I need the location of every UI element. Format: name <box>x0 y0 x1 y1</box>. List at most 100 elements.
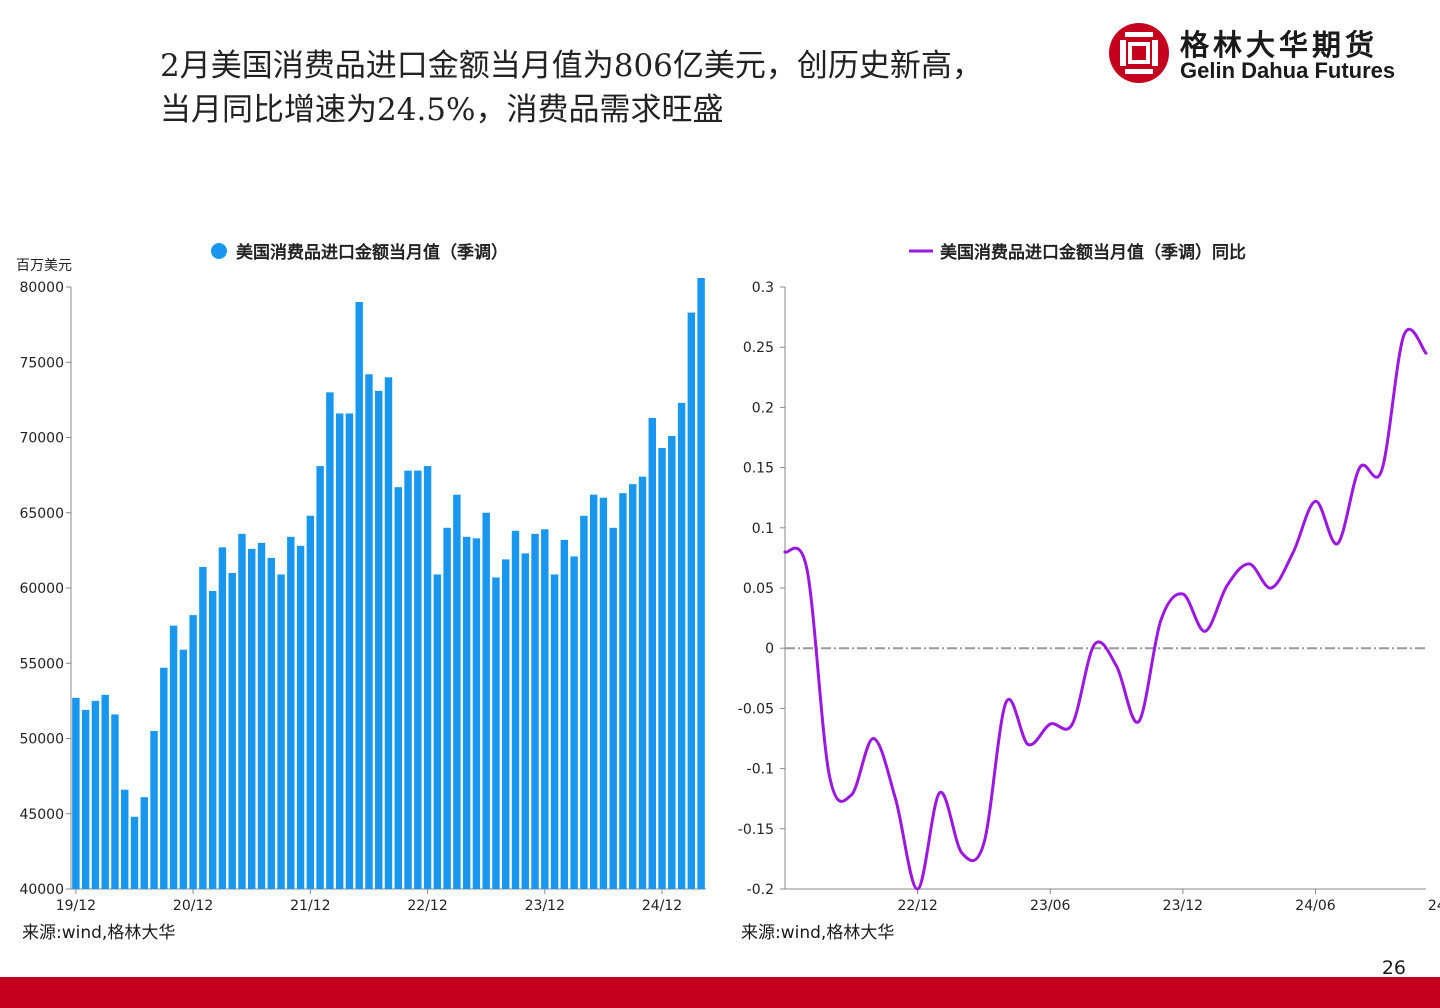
bar <box>453 494 461 889</box>
bar <box>472 538 481 889</box>
bar-x-tick-label: 21/12 <box>290 898 330 914</box>
bar-y-tick-label: 45000 <box>19 807 64 823</box>
line-y-tick-label: -0.15 <box>738 822 774 838</box>
bar <box>677 402 686 889</box>
bar <box>668 435 676 889</box>
line-y-tick-label: 0.1 <box>752 521 774 537</box>
line-y-tick-label: 0.15 <box>743 461 774 477</box>
headline-line-1: 2月美国消费品进口金额当月值为806亿美元，创历史新高， <box>160 48 983 84</box>
line-x-tick-label: 23/06 <box>1030 898 1070 914</box>
bar <box>248 548 256 889</box>
bar <box>687 312 696 890</box>
bar <box>72 697 80 889</box>
bar-chart-unit-label: 百万美元 <box>16 258 72 274</box>
bar <box>111 714 119 889</box>
bar <box>306 515 315 889</box>
line-y-tick-label: 0.05 <box>743 581 774 597</box>
bar-y-tick-label: 40000 <box>19 882 64 898</box>
line-y-tick-label: 0 <box>765 641 774 657</box>
bar <box>511 530 520 889</box>
bar <box>443 527 451 889</box>
line-y-tick-label: -0.1 <box>747 762 774 778</box>
bar <box>277 574 285 889</box>
line-y-tick-label: -0.2 <box>747 882 774 898</box>
bar <box>316 466 324 889</box>
line-x-tick-label: 22/12 <box>897 898 937 914</box>
line-y-tick-label: 0.2 <box>752 400 774 416</box>
bar-legend-label: 美国消费品进口金额当月值（季调） <box>236 242 508 263</box>
bar-y-tick-label: 55000 <box>19 656 64 672</box>
bar <box>502 559 510 889</box>
bar <box>150 730 158 889</box>
bar <box>384 377 393 889</box>
bar <box>238 533 246 889</box>
bar <box>179 649 188 889</box>
bar <box>521 553 529 889</box>
seal-icon <box>1109 23 1169 83</box>
bar-x-tick-label: 23/12 <box>525 898 565 914</box>
bar <box>462 536 471 889</box>
line-x-tick-label: 24/06 <box>1295 898 1335 914</box>
logo-name-en: Gelin Dahua Futures <box>1180 58 1396 83</box>
bar <box>267 557 275 889</box>
bar <box>599 497 608 889</box>
bar <box>394 487 402 889</box>
bar <box>130 816 139 889</box>
logo-name-cn: 格林大华期货 <box>1180 28 1379 62</box>
bar <box>81 709 90 889</box>
bar <box>619 493 627 889</box>
bar <box>550 574 559 889</box>
bar-legend-marker <box>211 243 227 259</box>
bar-x-tick-label: 22/12 <box>407 898 447 914</box>
headline: 2月美国消费品进口金额当月值为806亿美元，创历史新高， 当月同比增速为24.5… <box>160 44 1120 132</box>
bar-chart-legend: 美国消费品进口金额当月值（季调） <box>211 242 508 263</box>
line-x-tick-label: 24/12 <box>1428 898 1440 914</box>
bar-chart-source: 来源:wind,格林大华 <box>22 923 176 943</box>
bar <box>609 527 617 889</box>
bar <box>589 494 598 889</box>
bar <box>296 545 305 889</box>
bar-y-tick-label: 80000 <box>19 280 64 296</box>
bar <box>492 577 500 889</box>
bar <box>121 789 129 889</box>
bar <box>91 700 100 889</box>
bar-y-tick-label: 60000 <box>19 581 64 597</box>
line-y-tick-label: 0.25 <box>743 340 774 356</box>
bar <box>326 392 334 889</box>
line-chart-source: 来源:wind,格林大华 <box>741 923 895 943</box>
line-legend-label: 美国消费品进口金额当月值（季调）同比 <box>940 242 1246 263</box>
bar <box>648 417 656 889</box>
yoy-series-line <box>783 327 1428 891</box>
bar <box>629 484 637 889</box>
bar <box>482 512 490 889</box>
company-logo: 格林大华期货 Gelin Dahua Futures <box>1106 20 1416 90</box>
bar-y-tick-label: 50000 <box>19 732 64 748</box>
line-chart-legend: 美国消费品进口金额当月值（季调）同比 <box>909 242 1246 263</box>
bar <box>160 667 168 889</box>
line-y-tick-label: 0.3 <box>752 280 774 296</box>
bar <box>140 797 148 889</box>
bar <box>658 448 666 889</box>
bar <box>257 542 266 889</box>
bar <box>169 625 178 889</box>
bar <box>101 694 109 889</box>
bar <box>638 476 647 889</box>
line-y-tick-label: -0.05 <box>738 701 774 717</box>
bar <box>433 574 442 889</box>
headline-line-2: 当月同比增速为24.5%，消费品需求旺盛 <box>160 92 724 128</box>
footer-bar <box>0 977 1440 1008</box>
bar <box>208 591 217 889</box>
bar <box>697 277 705 890</box>
bar <box>287 536 295 889</box>
bar <box>414 470 422 889</box>
bar <box>531 533 539 889</box>
bar-y-tick-label: 75000 <box>19 355 64 371</box>
bar <box>199 566 207 889</box>
line-chart-consumer-imports-yoy: 美国消费品进口金额当月值（季调）同比 0.3 0.25 0.2 0.15 0.1 0.05… <box>738 242 1440 914</box>
bar <box>355 302 363 889</box>
bar-y-tick-label: 70000 <box>19 431 64 447</box>
bar <box>570 556 578 889</box>
line-x-tick-label: 23/12 <box>1163 898 1203 914</box>
bar <box>189 615 197 889</box>
bar-x-tick-label: 20/12 <box>173 898 213 914</box>
